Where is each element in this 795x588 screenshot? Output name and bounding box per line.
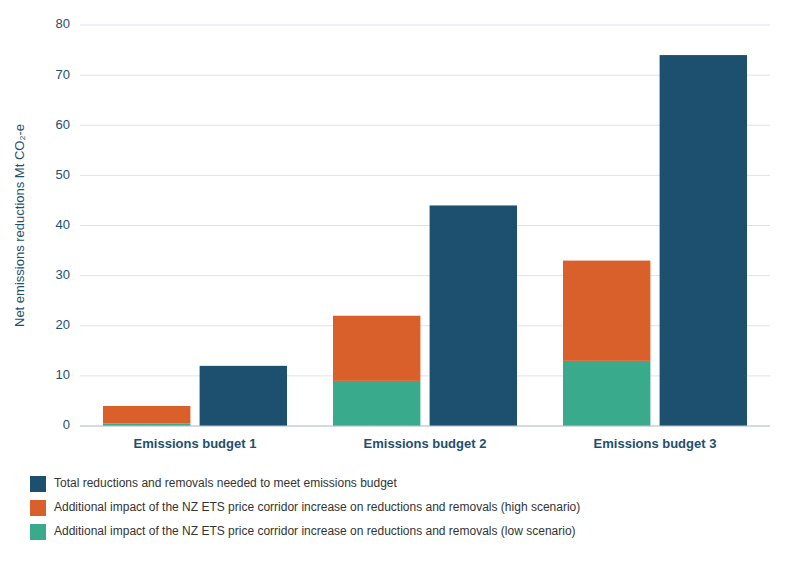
y-tick-label: 40	[56, 217, 70, 232]
chart-container: 0 10 20 30 40 50 60 70 80 Net emissions reduction…	[0, 0, 795, 588]
y-tick-label: 30	[56, 267, 70, 282]
bar	[200, 366, 287, 426]
y-tick-label: 10	[56, 367, 70, 382]
x-tick-label: Emissions budget 3	[594, 436, 717, 451]
x-tick-label: Emissions budget 2	[364, 436, 487, 451]
legend-label: Additional impact of the NZ ETS price co…	[54, 524, 576, 538]
legend: Total reductions and removals needed to …	[30, 476, 580, 540]
bar	[660, 55, 747, 426]
legend-swatch	[30, 500, 46, 516]
y-tick-label: 0	[63, 417, 70, 432]
x-axis-line	[80, 426, 770, 427]
legend-label: Additional impact of the NZ ETS price co…	[54, 500, 580, 514]
y-tick-label: 60	[56, 117, 70, 132]
legend-label: Total reductions and removals needed to …	[54, 476, 398, 490]
legend-swatch	[30, 476, 46, 492]
y-axis-label: Net emissions reductions Mt CO₂-e	[12, 124, 27, 327]
grid	[80, 25, 770, 426]
stacked-bar-segment	[563, 261, 650, 361]
stacked-bar-segment	[563, 361, 650, 426]
y-tick-label: 20	[56, 317, 70, 332]
grid-line	[80, 426, 770, 427]
stacked-bar-segment	[333, 316, 420, 381]
y-tick-label: 70	[56, 67, 70, 82]
stacked-bar-segment	[103, 406, 190, 424]
y-tick-label: 80	[56, 16, 70, 31]
stacked-bar-segment	[333, 381, 420, 426]
chart-svg: 0 10 20 30 40 50 60 70 80 Net emissions reduction…	[0, 0, 795, 588]
bars	[103, 55, 747, 426]
y-tick-label: 50	[56, 167, 70, 182]
bar	[430, 205, 517, 426]
grid-line	[80, 25, 770, 26]
legend-swatch	[30, 524, 46, 540]
x-tick-label: Emissions budget 1	[134, 436, 257, 451]
